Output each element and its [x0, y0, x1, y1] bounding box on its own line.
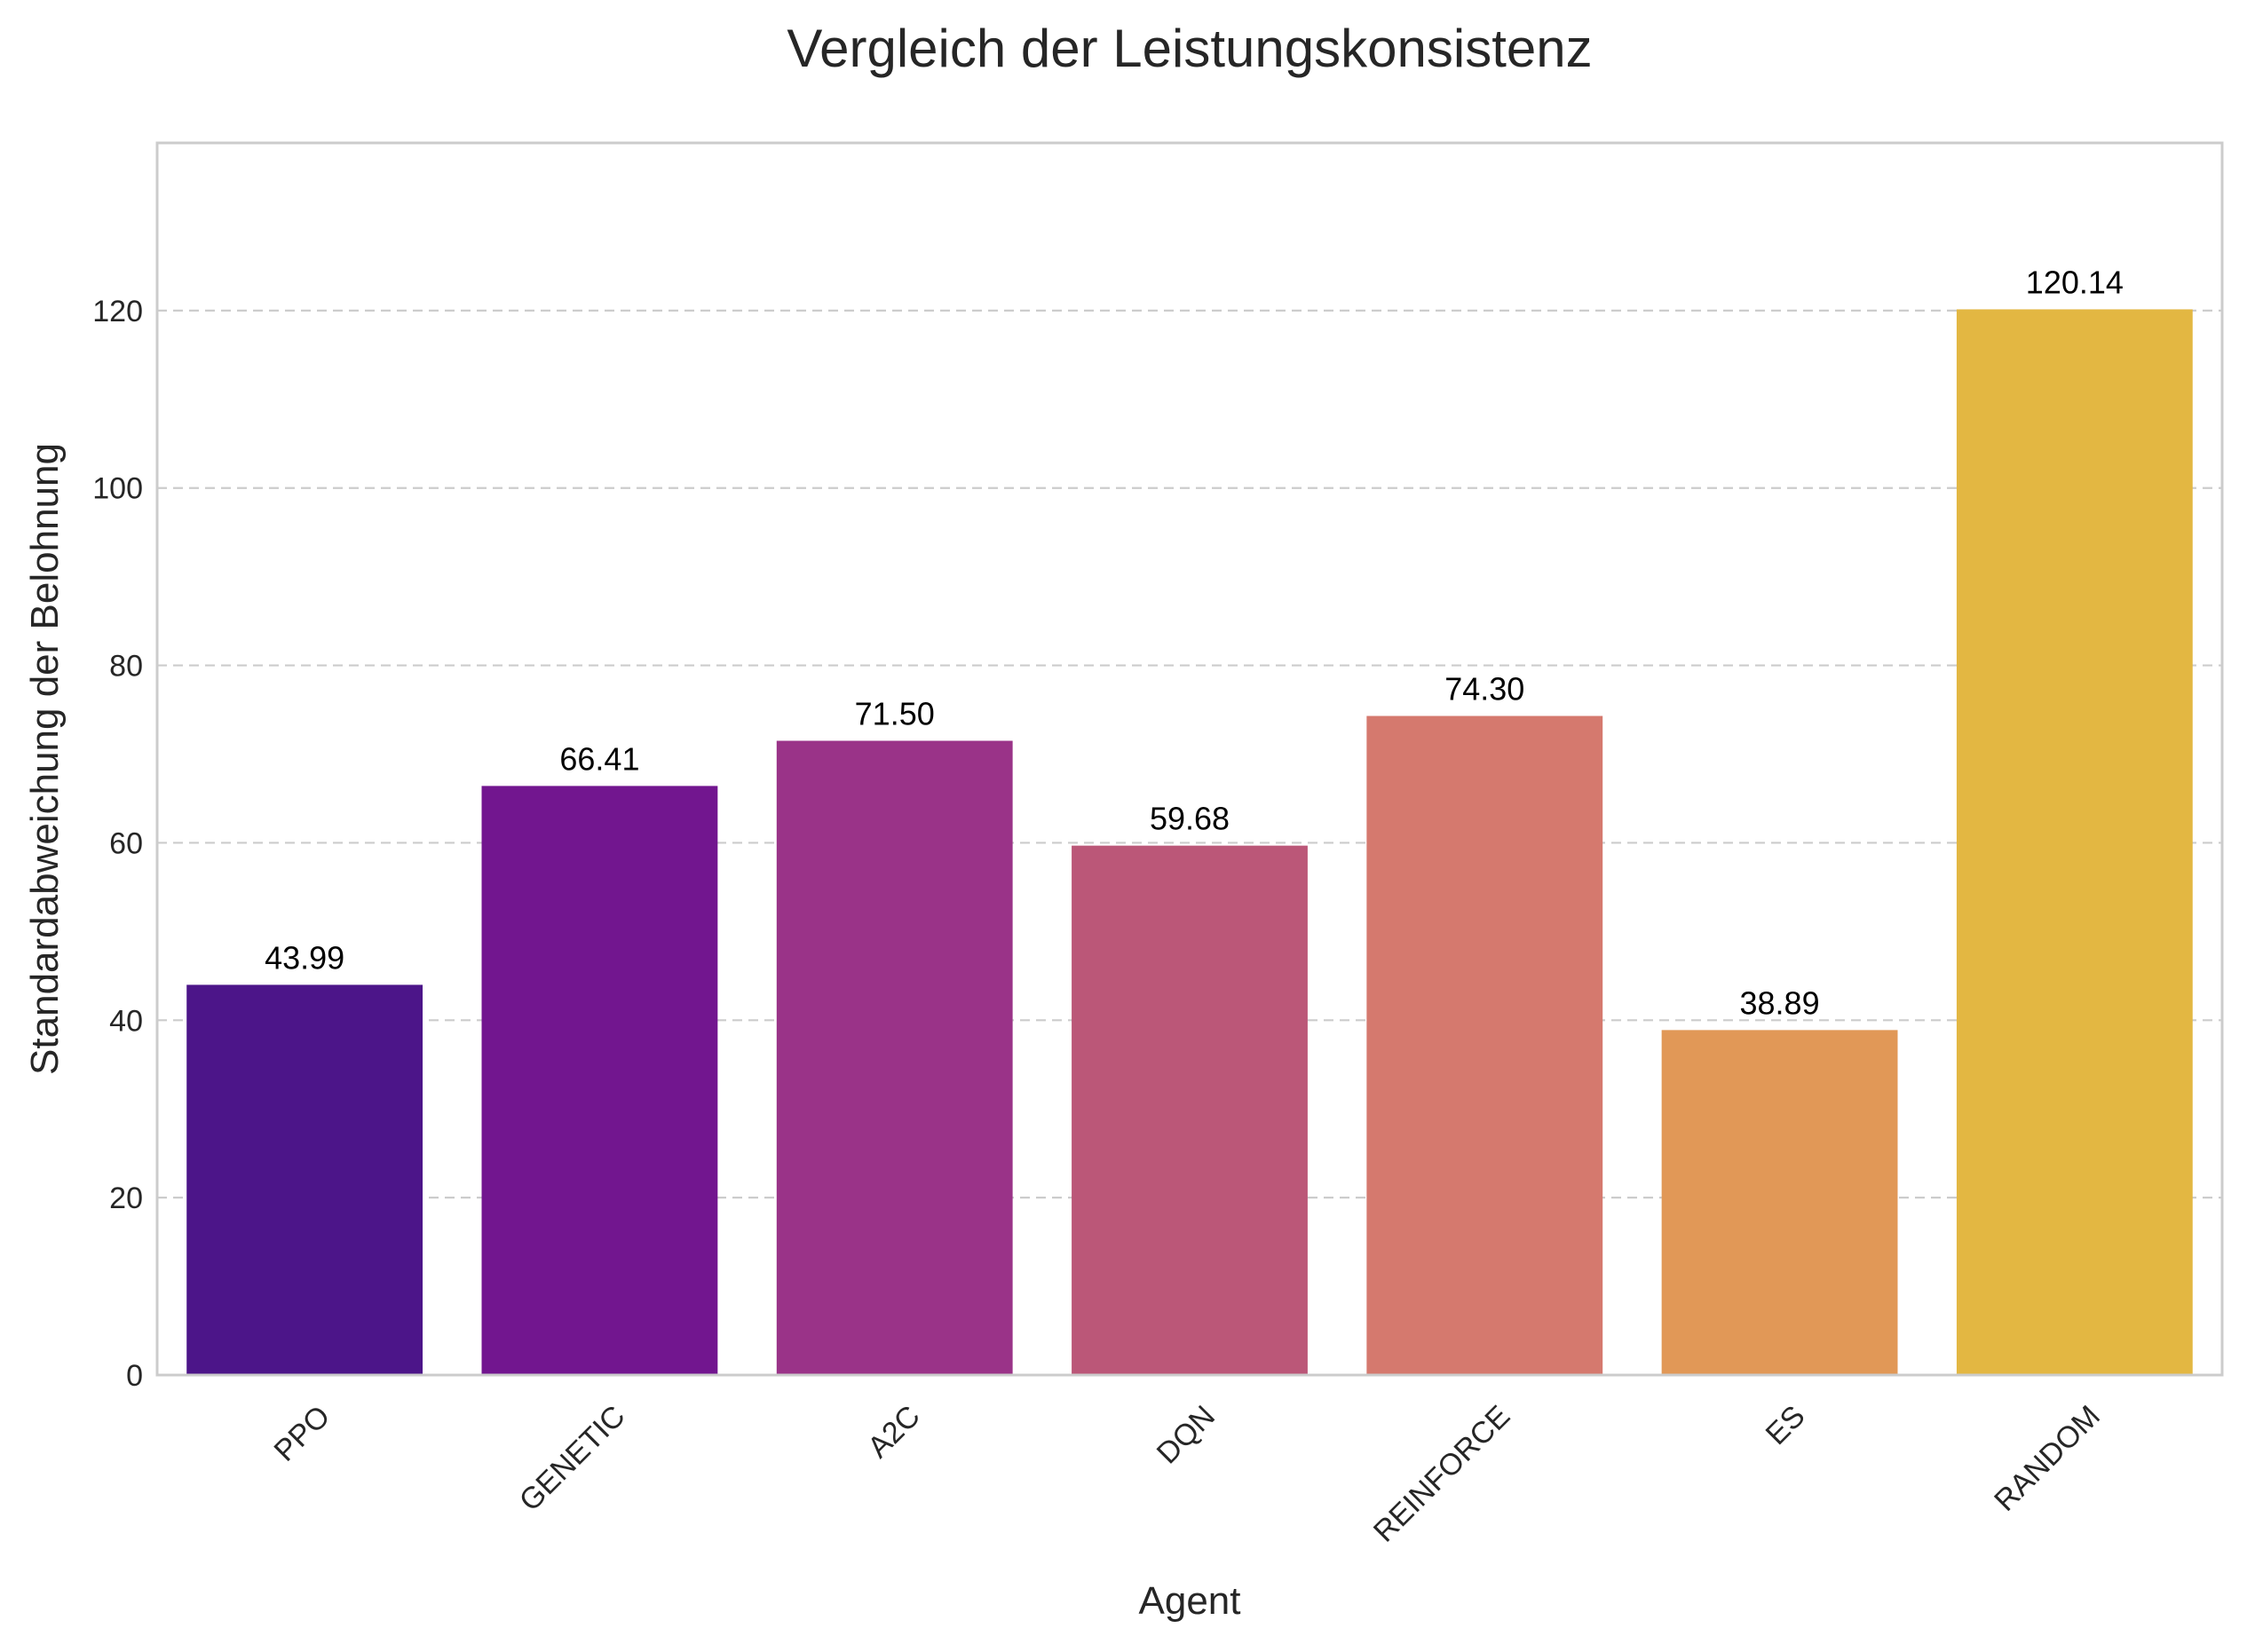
bar-ppo[interactable] [186, 984, 423, 1375]
y-tick-label: 20 [109, 1182, 143, 1215]
bar-random[interactable] [1956, 309, 2193, 1375]
data-labels: 43.99 66.41 71.50 59.68 74.30 38.89 120.14 [265, 264, 2124, 1021]
y-tick-label: 100 [92, 472, 143, 506]
data-label-a2c: 71.50 [855, 696, 935, 732]
y-tick-label: 0 [126, 1359, 143, 1393]
data-label-es: 38.89 [1740, 984, 1820, 1021]
chart-title: Vergleich der Leistungskonsistenz [787, 19, 1592, 78]
data-label-ppo: 43.99 [265, 939, 344, 976]
y-tick-labels: 0 20 40 60 80 100 120 [92, 295, 143, 1393]
data-label-genetic: 66.41 [559, 740, 639, 777]
bar-a2c[interactable] [776, 740, 1013, 1375]
bar-dqn[interactable] [1072, 845, 1308, 1375]
data-label-dqn: 59.68 [1150, 801, 1230, 837]
bar-genetic[interactable] [481, 786, 718, 1375]
bar-reinforce[interactable] [1366, 715, 1603, 1375]
y-tick-label: 80 [109, 650, 143, 684]
y-tick-label: 120 [92, 295, 143, 328]
data-label-reinforce: 74.30 [1444, 671, 1524, 707]
plot-frame [155, 141, 2224, 1377]
y-tick-label: 60 [109, 826, 143, 860]
y-tick-label: 40 [109, 1004, 143, 1038]
x-axis-label: Agent [1139, 1579, 1241, 1623]
y-axis-label: Standardabweichung der Belohnung [23, 443, 67, 1075]
data-label-random: 120.14 [2026, 264, 2124, 300]
bars [186, 309, 2193, 1375]
bar-es[interactable] [1661, 1030, 1898, 1375]
